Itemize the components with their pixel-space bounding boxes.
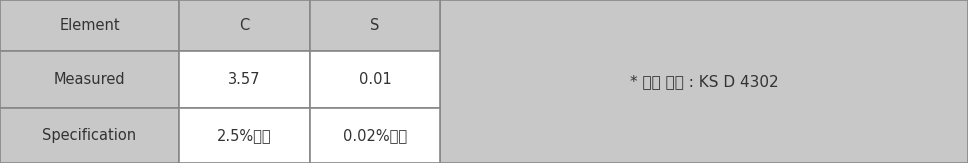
Text: 0.01: 0.01 <box>359 72 391 87</box>
Text: 3.57: 3.57 <box>228 72 260 87</box>
Bar <box>179 108 310 163</box>
Bar <box>310 0 440 51</box>
Text: Specification: Specification <box>43 128 136 143</box>
Bar <box>179 0 310 51</box>
Text: * 재질 규격 : KS D 4302: * 재질 규격 : KS D 4302 <box>630 74 778 89</box>
Text: Measured: Measured <box>54 72 125 87</box>
Text: 2.5%이상: 2.5%이상 <box>217 128 272 143</box>
Bar <box>310 108 440 163</box>
Bar <box>179 51 310 108</box>
Text: S: S <box>371 18 379 33</box>
Bar <box>0 0 179 51</box>
Bar <box>0 51 179 108</box>
Bar <box>0 108 179 163</box>
Text: 0.02%이하: 0.02%이하 <box>343 128 408 143</box>
Text: C: C <box>239 18 250 33</box>
Bar <box>310 51 440 108</box>
Bar <box>440 0 968 163</box>
Text: Element: Element <box>59 18 120 33</box>
